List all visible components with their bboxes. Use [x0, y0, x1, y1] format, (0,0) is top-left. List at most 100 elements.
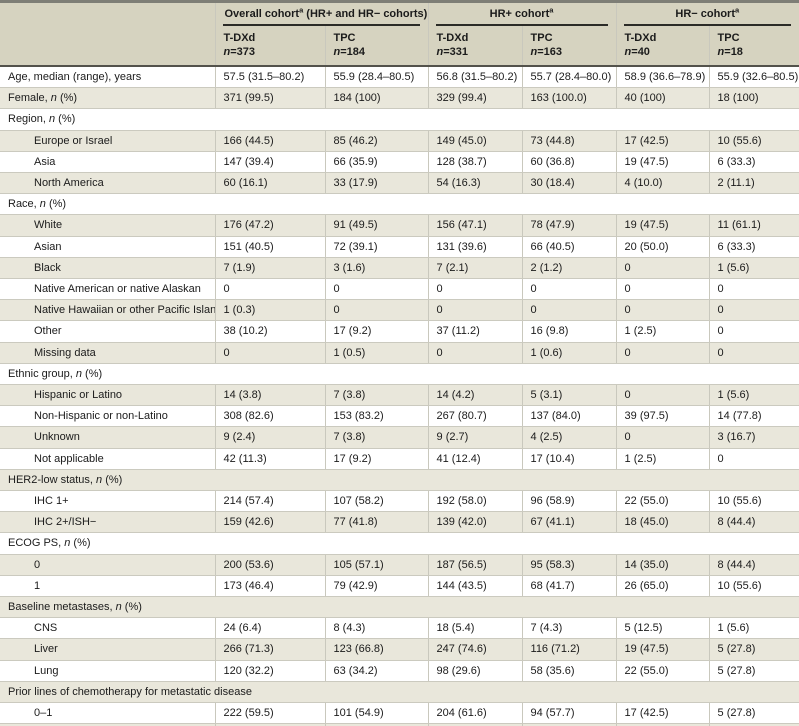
value-cell: 329 (99.4): [427, 87, 523, 110]
value-cell: 1 (5.6): [708, 617, 799, 640]
value-cell: 127 (38.4): [427, 723, 523, 726]
value-cell: 20 (50.0): [615, 236, 710, 258]
value-cell: 14 (4.2): [427, 384, 523, 407]
value-cell: 173 (46.4): [214, 575, 325, 598]
value-cell: 19 (47.5): [615, 638, 710, 661]
value-cell: 56.8 (31.5–80.2): [427, 66, 523, 89]
value-cell: 55.7 (28.4–80.0): [521, 66, 617, 89]
table-row: Female, n (%) 371 (99.5) 184 (100) 329 (99.…: [0, 87, 799, 110]
section-row: ECOG PS, n (%): [0, 532, 799, 555]
value-cell: 66 (40.5): [521, 236, 617, 258]
value-cell: 0: [324, 278, 429, 301]
value-cell: 166 (44.5): [214, 130, 325, 152]
value-cell: 85 (46.2): [324, 130, 429, 152]
value-cell: 137 (84.0): [521, 405, 617, 428]
table-row: North America 60 (16.1) 33 (17.9) 54 (16.3)…: [0, 172, 799, 195]
value-cell: 7 (3.8): [324, 426, 429, 449]
value-cell: 0: [615, 342, 710, 364]
value-cell: 0: [324, 299, 429, 322]
column-header-t-dxd-n373: T-DXd n=373: [214, 26, 325, 67]
value-cell: 4 (2.5): [521, 426, 617, 449]
value-cell: 153 (83.2): [324, 405, 429, 428]
value-cell: 9 (2.4): [214, 426, 325, 449]
value-cell: 10 (55.6): [708, 490, 799, 513]
section-label-baseline-metastases-n: Baseline metastases, n (%): [0, 596, 799, 619]
row-label-native-american-or-native-alaskan: Native American or native Alaskan: [0, 278, 215, 301]
value-cell: 184 (100): [324, 87, 429, 110]
value-cell: 247 (74.6): [427, 638, 523, 661]
section-label-her2-low-status-n: HER2-low status, n (%): [0, 469, 799, 492]
row-label-age-median-range-years: Age, median (range), years: [0, 66, 215, 89]
table-row: 1 173 (46.4) 79 (42.9) 144 (43.5) 68 (41.7) 2…: [0, 575, 799, 598]
value-cell: 149 (45.0): [427, 130, 523, 152]
section-row: Ethnic group, n (%): [0, 363, 799, 386]
value-cell: 33 (17.9): [324, 172, 429, 195]
table-row: Hispanic or Latino 14 (3.8) 7 (3.8) 14 (4.2…: [0, 384, 799, 407]
value-cell: 0: [708, 320, 799, 343]
value-cell: 0: [521, 278, 617, 301]
value-cell: 4 (10.0): [615, 172, 710, 195]
value-cell: 41 (12.4): [427, 448, 523, 470]
row-label-unknown: Unknown: [0, 426, 215, 449]
section-row: Region, n (%): [0, 108, 799, 131]
value-cell: 0: [615, 299, 710, 322]
value-cell: 6 (33.3): [708, 151, 799, 174]
value-cell: 77 (41.8): [324, 511, 429, 534]
value-cell: 2 (1.2): [521, 257, 617, 280]
value-cell: 42 (11.3): [214, 448, 325, 470]
column-header-tpc-n18: TPC n=18: [708, 26, 799, 67]
section-row: Prior lines of chemotherapy for metastat…: [0, 681, 799, 704]
section-label-ecog-ps-n: ECOG PS, n (%): [0, 532, 799, 555]
table-row: Black 7 (1.9) 3 (1.6) 7 (2.1) 2 (1.2) 0 1 (5.6…: [0, 257, 799, 280]
row-label-cns: CNS: [0, 617, 215, 640]
value-cell: 17 (42.5): [615, 702, 710, 725]
row-label-lung: Lung: [0, 660, 215, 682]
row-label-2: ≥2: [0, 723, 215, 726]
value-cell: 0: [427, 299, 523, 322]
value-cell: 176 (47.2): [214, 214, 325, 237]
value-cell: 151 (40.5): [214, 723, 325, 726]
value-cell: 1 (5.6): [708, 384, 799, 407]
table-row: Unknown 9 (2.4) 7 (3.8) 9 (2.7) 4 (2.5) 0 3 (1…: [0, 426, 799, 449]
value-cell: 0: [708, 342, 799, 364]
value-cell: 1 (0.6): [521, 342, 617, 364]
value-cell: 7 (3.8): [324, 384, 429, 407]
table-row: Lung 120 (32.2) 63 (34.2) 98 (29.6) 58 (35.6…: [0, 660, 799, 682]
value-cell: 0: [521, 299, 617, 322]
value-cell: 14 (35.0): [615, 554, 710, 576]
value-cell: 1 (5.6): [708, 257, 799, 280]
value-cell: 1 (2.5): [615, 320, 710, 343]
value-cell: 5 (12.5): [615, 617, 710, 640]
value-cell: 6 (33.3): [708, 236, 799, 258]
value-cell: 67 (41.1): [521, 511, 617, 534]
row-label-hispanic-or-latino: Hispanic or Latino: [0, 384, 215, 407]
value-cell: 58 (35.6): [521, 660, 617, 682]
value-cell: 22 (55.0): [615, 490, 710, 513]
value-cell: 139 (42.0): [427, 511, 523, 534]
table-row: Other 38 (10.2) 17 (9.2) 37 (11.2) 16 (9.8) 1…: [0, 320, 799, 343]
value-cell: 22 (55.0): [615, 660, 710, 682]
value-cell: 3 (1.6): [324, 257, 429, 280]
value-cell: 60 (16.1): [214, 172, 325, 195]
value-cell: 23 (57.5): [615, 723, 710, 726]
value-cell: 0: [427, 278, 523, 301]
value-cell: 98 (29.6): [427, 660, 523, 682]
section-row: HER2-low status, n (%): [0, 469, 799, 492]
column-header-t-dxd-n40: T-DXd n=40: [615, 26, 710, 67]
value-cell: 8 (4.3): [324, 617, 429, 640]
row-label-white: White: [0, 214, 215, 237]
value-cell: 91 (49.5): [324, 214, 429, 237]
value-cell: 68 (41.7): [521, 575, 617, 598]
value-cell: 5 (27.8): [708, 702, 799, 725]
value-cell: 38 (10.2): [214, 320, 325, 343]
value-cell: 1 (2.5): [615, 448, 710, 470]
value-cell: 151 (40.5): [214, 236, 325, 258]
value-cell: 192 (58.0): [427, 490, 523, 513]
value-cell: 0: [214, 342, 325, 364]
value-cell: 0: [615, 384, 710, 407]
table-row: Age, median (range), years 57.5 (31.5–80.…: [0, 66, 799, 89]
value-cell: 159 (42.6): [214, 511, 325, 534]
row-label-not-applicable: Not applicable: [0, 448, 215, 470]
value-cell: 14 (3.8): [214, 384, 325, 407]
